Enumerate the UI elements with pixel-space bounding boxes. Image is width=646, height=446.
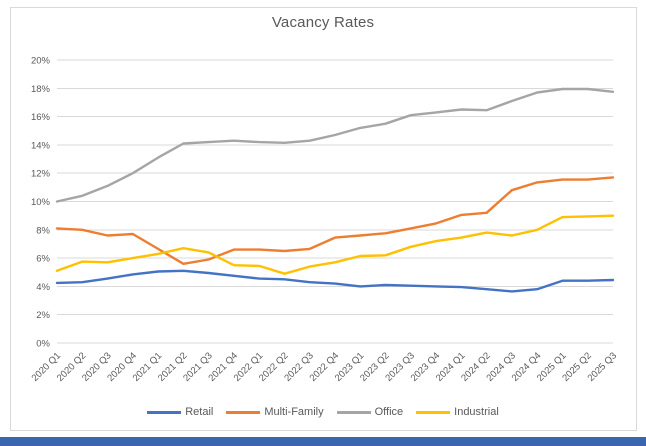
legend-item-multi-family[interactable]: Multi-Family: [226, 406, 324, 418]
series-line-multi-family[interactable]: [55, 176, 615, 265]
series-line-retail[interactable]: [55, 269, 615, 293]
legend-swatch: [147, 410, 182, 414]
y-tick-label: 20%: [31, 56, 51, 67]
legend-label: Multi-Family: [264, 406, 324, 418]
y-tick-label: 6%: [36, 254, 50, 265]
y-tick-label: 18%: [31, 84, 51, 95]
legend-item-office[interactable]: Office: [336, 406, 404, 418]
legend-swatch: [416, 410, 451, 414]
legend-swatch: [336, 410, 371, 414]
y-tick-label: 0%: [36, 339, 50, 350]
chart-frame[interactable]: [10, 7, 637, 431]
y-tick-label: 8%: [36, 225, 50, 236]
legend-label: Office: [374, 406, 404, 418]
legend-label: Retail: [185, 406, 214, 418]
series-line-industrial[interactable]: [55, 214, 615, 275]
legend-item-industrial[interactable]: Industrial: [416, 406, 499, 418]
legend-label: Industrial: [454, 406, 499, 418]
chart-title[interactable]: Vacancy Rates: [271, 14, 375, 31]
y-tick-label: 16%: [31, 112, 51, 123]
series-line-office[interactable]: [55, 87, 615, 203]
y-tick-label: 12%: [31, 169, 51, 180]
legend-swatch: [226, 410, 261, 414]
y-tick-label: 14%: [31, 140, 51, 151]
y-tick-label: 4%: [36, 282, 50, 293]
bottom-blue-strip: [0, 437, 646, 446]
y-axis-tick-labels: 0% 2% 4% 6% 8% 10% 12% 14% 16% 18% 20%: [31, 56, 51, 350]
y-tick-label: 2%: [36, 310, 50, 321]
y-tick-label: 10%: [31, 197, 51, 208]
gridlines: [57, 59, 613, 344]
legend: Retail Multi-Family Office Industrial: [0, 406, 646, 418]
legend-item-retail[interactable]: Retail: [147, 406, 213, 418]
